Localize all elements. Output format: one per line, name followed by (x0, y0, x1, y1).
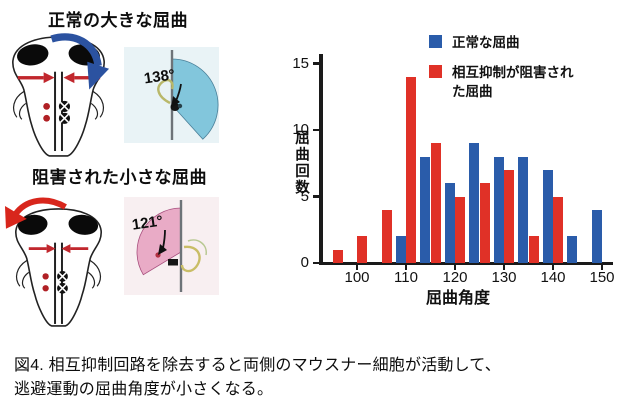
bar-inhibited-125 (479, 183, 490, 263)
y-axis-title: 屈曲回数 (293, 130, 309, 196)
angle-rotation-arrowhead (158, 244, 167, 255)
x-axis-tick (355, 264, 359, 270)
flexion-angle-image-inhibited: 121° (124, 197, 219, 295)
bar-normal-145 (567, 236, 578, 263)
legend-item-normal: 正常な屈曲 (429, 33, 578, 52)
tadpole-body-outline (15, 208, 102, 327)
legend-label-inhibited: 相互抑制が阻害された屈曲 (452, 65, 574, 99)
bar-normal-135 (518, 156, 529, 263)
bar-inhibited-110 (406, 76, 417, 263)
bar-normal-120 (444, 183, 455, 263)
bar-normal-125 (469, 143, 480, 263)
midline-reference-line (179, 200, 183, 292)
bar-inhibited-120 (455, 196, 466, 263)
x-axis-tick (551, 264, 555, 270)
bar-inhibited-130 (504, 169, 515, 263)
tadpole-fins (12, 91, 105, 120)
tadpole-photo-tail (187, 239, 207, 256)
tadpole-normal-diagram (12, 33, 110, 157)
x-tick-label: 140 (540, 269, 566, 286)
inhibited-neuron-cross-icon (57, 271, 68, 294)
x-tick-label: 120 (442, 269, 468, 286)
bar-inhibited-95 (332, 249, 343, 263)
small-bend-arrow-icon (4, 197, 67, 229)
panel-normal-title: 正常の大きな屈曲 (48, 11, 188, 30)
y-axis (319, 54, 323, 265)
bar-normal-115 (420, 156, 431, 263)
active-neuron-dots (42, 273, 49, 292)
midline-reference-line (170, 50, 174, 140)
active-neuron-dots (43, 103, 50, 122)
bar-inhibited-100 (357, 236, 368, 263)
x-axis-tick (404, 264, 408, 270)
angle-label-inhibited: 121° (131, 213, 164, 234)
angle-fan-inhibited (136, 207, 182, 276)
y-tick-label: 5 (300, 187, 309, 205)
bar-normal-150 (591, 209, 602, 263)
angle-fan-normal (171, 58, 219, 140)
x-axis-tick (600, 264, 604, 270)
inhibited-neuron-cross-icon (58, 100, 71, 124)
angle-rotation-arrow-icon (162, 229, 166, 249)
bar-inhibited-105 (381, 209, 392, 263)
large-bend-arrow-icon (50, 33, 110, 90)
caption-line-1: 図4. 相互抑制回路を除去すると両側のマウスナー細胞が活動して、 (14, 357, 501, 374)
bar-inhibited-115 (430, 143, 441, 263)
tadpole-fins (15, 260, 102, 289)
bar-inhibited-140 (553, 196, 564, 263)
bar-normal-140 (542, 169, 553, 263)
y-axis-tick (312, 261, 320, 265)
tadpole-inhibited-diagram (4, 197, 102, 327)
x-axis-title: 屈曲角度 (425, 290, 490, 307)
eye-icon (17, 214, 99, 235)
tadpole-photo-body (180, 245, 201, 273)
y-axis-tick (312, 62, 320, 65)
mauthner-cell-arrows-icon (28, 244, 89, 254)
y-tick-label: 0 (300, 254, 309, 271)
bar-normal-110 (395, 236, 406, 263)
bar-normal-130 (493, 156, 504, 263)
tadpole-photo-shadow (177, 103, 183, 109)
x-tick-label: 110 (394, 269, 418, 286)
y-tick-label: 15 (292, 54, 309, 72)
flexion-angle-image-normal: 138° (124, 47, 219, 143)
legend-swatch-inhibited (429, 65, 442, 78)
legend-label-normal: 正常な屈曲 (452, 35, 520, 50)
legend-item-inhibited: 相互抑制が阻害された屈曲 (429, 63, 578, 101)
angle-label-normal: 138° (143, 66, 176, 87)
panel-inhibited-title: 阻害された小さな屈曲 (32, 168, 207, 187)
mauthner-cell-arrows-icon (17, 72, 101, 84)
y-tick-label: 10 (292, 121, 309, 138)
x-tick-label: 130 (491, 269, 517, 286)
y-axis-tick (312, 128, 320, 132)
tadpole-photo-body (157, 78, 174, 105)
bar-inhibited-135 (528, 236, 539, 263)
y-axis-tick (312, 195, 320, 198)
angle-rotation-arrowhead (171, 96, 180, 108)
legend-swatch-normal (429, 35, 442, 48)
caption-line-2: 逃避運動の屈曲角度が小さくなる。 (14, 381, 274, 398)
x-axis-tick (502, 264, 506, 270)
tadpole-photo-head (168, 259, 178, 266)
chart-legend: 正常な屈曲 相互抑制が阻害された屈曲 (429, 33, 578, 112)
x-tick-label: 100 (344, 269, 370, 286)
x-axis-tick (453, 264, 457, 270)
x-axis (319, 261, 613, 265)
x-tick-label: 150 (589, 269, 615, 286)
